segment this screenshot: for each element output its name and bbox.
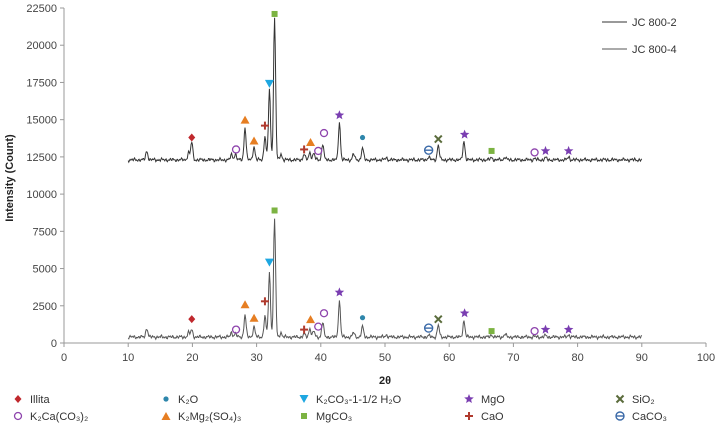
marker-caco3 — [423, 323, 434, 333]
marker-k2co3 — [264, 79, 274, 88]
marker-illita — [188, 315, 196, 324]
marker-cao — [300, 325, 309, 334]
x-tick-label: 10 — [122, 352, 134, 364]
key-symbol-k2co3 — [299, 395, 309, 403]
y-tick-label: 15000 — [26, 115, 57, 127]
marker-mgo — [459, 129, 470, 139]
marker-mgo — [540, 145, 551, 155]
y-tick-label: 5000 — [33, 264, 57, 276]
x-tick-label: 0 — [61, 352, 67, 364]
marker-k2ca — [319, 309, 329, 318]
key-label-mgco3: MgCO₃ — [316, 411, 352, 423]
marker-cao — [300, 145, 309, 154]
key-label-k2ca: K₂Ca(CO₃)₂ — [30, 411, 88, 423]
y-tick-label: 10000 — [26, 189, 57, 201]
marker-k2mg2 — [249, 313, 259, 322]
key-symbol-illita — [14, 395, 22, 403]
key-label-sio2: SiO₂ — [632, 394, 655, 406]
marker-k2mg2 — [240, 115, 250, 124]
x-axis-title: 2θ — [379, 375, 391, 387]
legend-label-2: JC 800-4 — [632, 44, 677, 56]
axis-ticks: 0 2500 5000 7500 10000 12500 15000 17500 20000 22… — [26, 3, 715, 364]
plot-axes — [63, 8, 706, 344]
legend-label-1: JC 800-2 — [632, 17, 677, 29]
key-symbol-sio2 — [615, 394, 625, 404]
key-symbol-k2mg2 — [161, 412, 171, 420]
phase-markers — [188, 10, 574, 336]
key-symbol-mgo — [464, 394, 474, 403]
key-label-k2mg2: K₂Mg₂(SO₄)₃ — [178, 411, 241, 423]
marker-k2ca — [530, 326, 539, 336]
marker-k2mg2 — [249, 136, 259, 145]
marker-k2o — [359, 134, 366, 141]
marker-k2mg2 — [306, 138, 316, 146]
key-symbol-cao — [465, 412, 473, 420]
phase-key: Illita K₂O K₂CO₃-1-1/2 H₂O MgO SiO₂ K₂Ca(CO₃)… — [13, 394, 667, 423]
key-symbol-caco3 — [615, 411, 625, 421]
marker-mgo — [540, 324, 551, 334]
x-tick-label: 60 — [443, 352, 455, 364]
marker-k2mg2 — [240, 300, 250, 309]
marker-caco3 — [423, 145, 434, 155]
marker-sio2 — [434, 314, 443, 324]
key-label-illita: Illita — [30, 394, 50, 406]
y-tick-label: 20000 — [26, 40, 57, 52]
marker-illita — [188, 133, 196, 142]
marker-k2ca — [319, 128, 329, 138]
marker-cao — [260, 121, 269, 130]
marker-mgco3 — [488, 147, 495, 154]
x-tick-label: 20 — [186, 352, 198, 364]
x-tick-label: 100 — [697, 352, 715, 364]
series-line-2 — [127, 218, 643, 341]
series-legend: JC 800-2 JC 800-4 — [602, 17, 677, 56]
marker-mgo — [563, 145, 574, 155]
key-label-caco3: CaCO₃ — [632, 411, 667, 423]
marker-mgco3 — [271, 10, 278, 17]
y-tick-label: 17500 — [26, 77, 57, 89]
y-tick-label: 12500 — [26, 152, 57, 164]
marker-k2co3 — [264, 258, 274, 267]
series-line-1 — [127, 17, 643, 164]
marker-mgo — [563, 324, 574, 334]
x-tick-label: 30 — [250, 352, 262, 364]
key-symbol-k2ca — [13, 411, 23, 421]
marker-k2ca — [314, 322, 323, 331]
marker-k2mg2 — [306, 315, 316, 324]
y-tick-label: 2500 — [33, 301, 57, 313]
marker-mgo — [334, 110, 345, 120]
marker-mgo — [459, 308, 470, 318]
x-tick-label: 90 — [636, 352, 648, 364]
marker-mgo — [334, 287, 345, 297]
y-axis-title: Intensity (Count) — [4, 134, 16, 222]
marker-k2ca — [231, 325, 241, 334]
x-tick-label: 80 — [571, 352, 583, 364]
marker-k2ca — [530, 148, 539, 157]
y-tick-label: 7500 — [33, 226, 57, 238]
marker-mgco3 — [271, 207, 278, 214]
marker-mgco3 — [488, 328, 495, 335]
marker-k2o — [359, 315, 366, 321]
key-label-mgo: MgO — [481, 394, 505, 406]
x-tick-label: 40 — [315, 352, 327, 364]
key-label-cao: CaO — [481, 411, 504, 423]
y-tick-label: 22500 — [26, 3, 57, 15]
x-tick-label: 50 — [379, 352, 391, 364]
key-label-k2co3: K₂CO₃-1-1/2 H₂O — [316, 394, 402, 406]
marker-k2ca — [314, 146, 323, 156]
marker-cao — [260, 297, 269, 306]
marker-k2ca — [231, 145, 241, 154]
y-tick-label: 0 — [51, 338, 57, 350]
x-tick-label: 70 — [507, 352, 519, 364]
series-lines — [127, 17, 643, 341]
key-label-k2o: K₂O — [178, 394, 199, 406]
key-symbol-mgco3 — [301, 413, 307, 419]
marker-sio2 — [434, 134, 443, 144]
key-symbol-k2o — [163, 396, 169, 402]
